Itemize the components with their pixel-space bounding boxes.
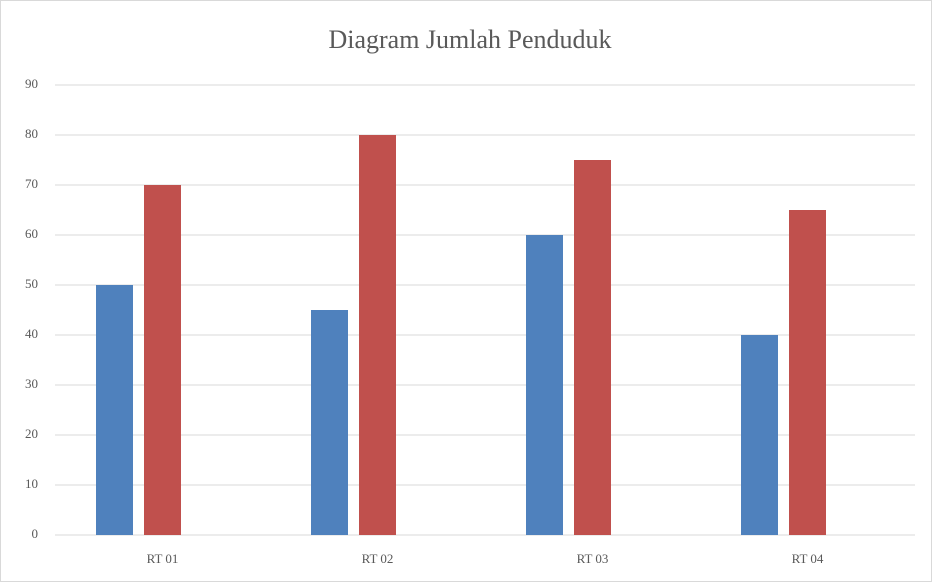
bar <box>96 285 133 535</box>
y-tick-label: 70 <box>25 176 38 191</box>
y-tick-label: 30 <box>25 376 38 391</box>
x-tick-label: RT 01 <box>147 551 179 566</box>
y-tick-label: 60 <box>25 226 38 241</box>
y-tick-label: 40 <box>25 326 38 341</box>
y-tick-label: 20 <box>25 426 38 441</box>
y-tick-label: 90 <box>25 76 38 91</box>
y-tick-label: 10 <box>25 476 38 491</box>
bar <box>789 210 826 535</box>
y-tick-label: 0 <box>32 526 39 541</box>
chart-title: Diagram Jumlah Penduduk <box>328 25 611 54</box>
x-tick-label: RT 04 <box>792 551 824 566</box>
bar <box>144 185 181 535</box>
x-tick-label: RT 02 <box>362 551 394 566</box>
bar <box>526 235 563 535</box>
x-tick-label: RT 03 <box>577 551 609 566</box>
bar <box>741 335 778 535</box>
y-tick-label: 50 <box>25 276 38 291</box>
bar <box>311 310 348 535</box>
bar <box>359 135 396 535</box>
bar <box>574 160 611 535</box>
y-tick-label: 80 <box>25 126 38 141</box>
